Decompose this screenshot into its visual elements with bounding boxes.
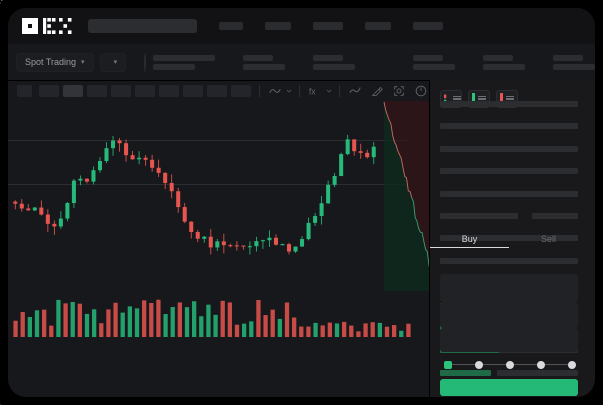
svg-text:fx: fx (309, 87, 316, 97)
